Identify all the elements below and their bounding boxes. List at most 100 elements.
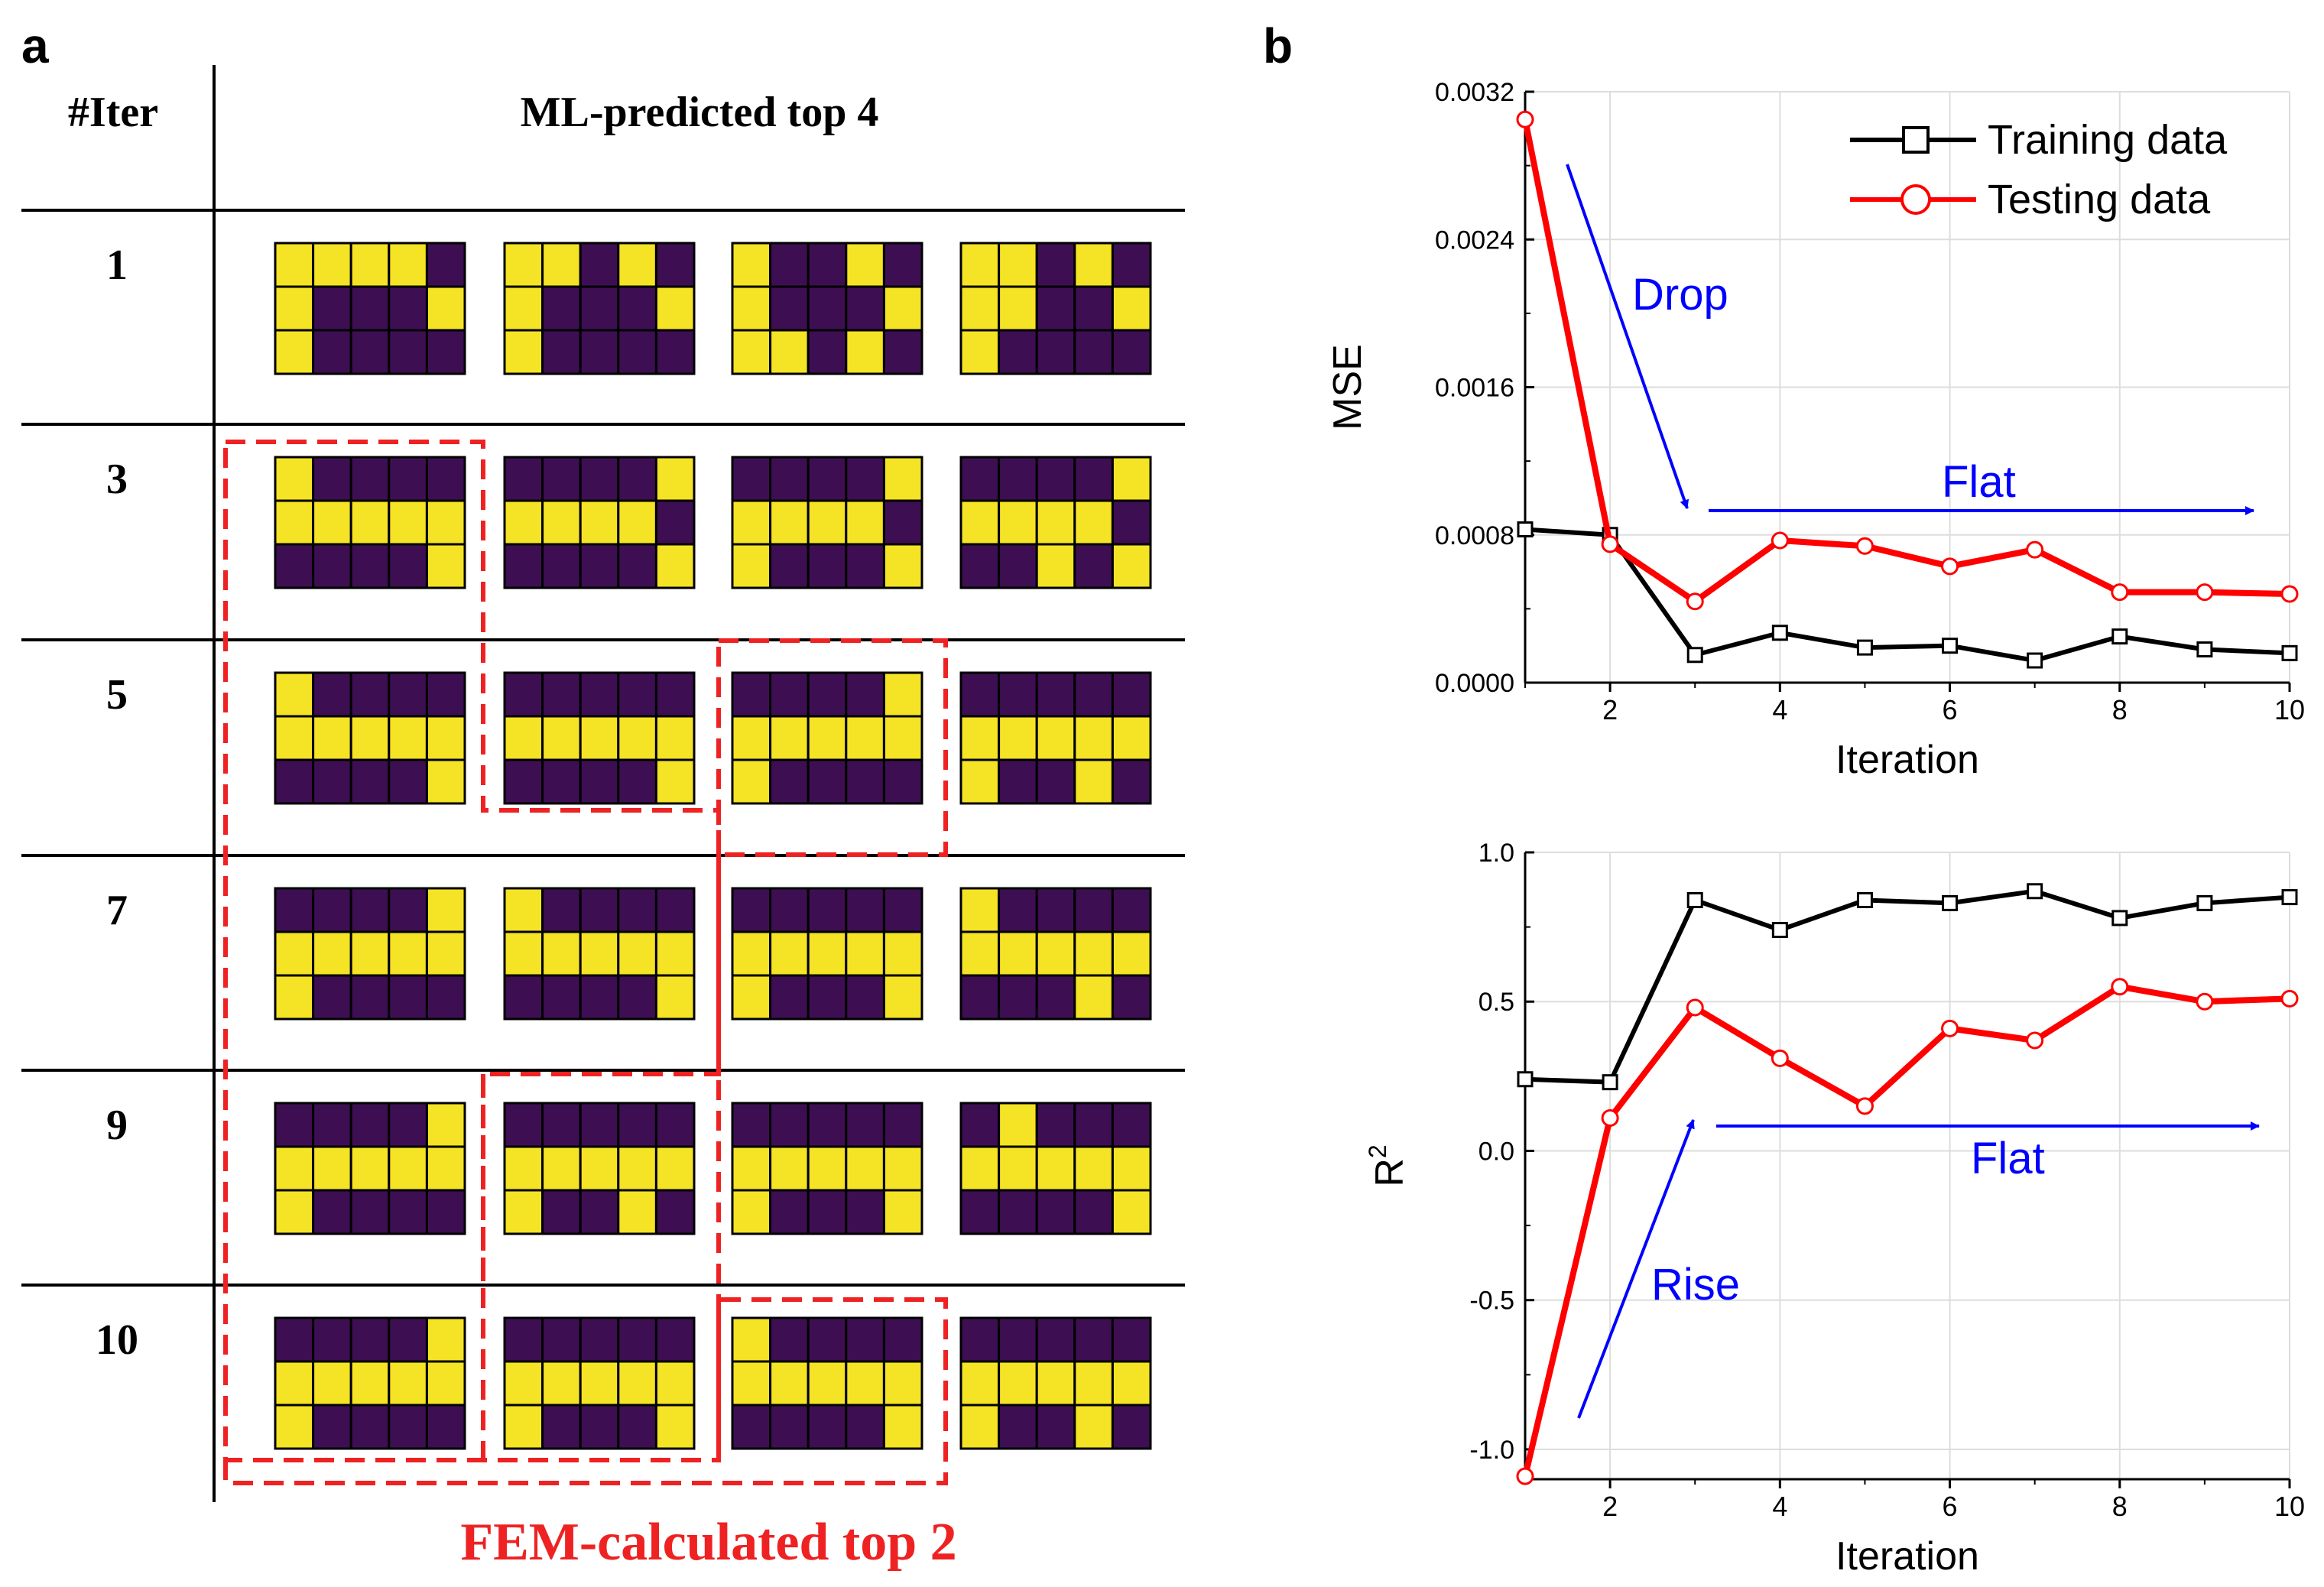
filled-cell bbox=[959, 887, 1001, 933]
empty-cell bbox=[807, 456, 848, 502]
filled-cell bbox=[998, 242, 1038, 288]
empty-cell bbox=[425, 1189, 466, 1235]
filled-cell bbox=[579, 930, 620, 977]
empty-cell bbox=[807, 1316, 848, 1363]
filled-cell bbox=[274, 285, 315, 332]
empty-cell bbox=[807, 974, 848, 1021]
empty-cell bbox=[1035, 758, 1076, 805]
filled-cell bbox=[388, 1145, 428, 1192]
data-point bbox=[1941, 1019, 1959, 1037]
empty-cell bbox=[274, 887, 315, 933]
pattern-block bbox=[503, 887, 696, 1021]
filled-cell bbox=[425, 1316, 466, 1363]
empty-cell bbox=[654, 329, 696, 375]
empty-cell bbox=[425, 456, 466, 502]
filled-cell bbox=[731, 1189, 772, 1235]
filled-cell bbox=[731, 930, 772, 977]
filled-cell bbox=[274, 974, 315, 1021]
empty-cell bbox=[617, 456, 657, 502]
iteration-number: 1 bbox=[106, 242, 128, 289]
filled-cell bbox=[845, 499, 885, 546]
filled-cell bbox=[425, 543, 466, 589]
filled-cell bbox=[388, 1360, 428, 1407]
empty-cell bbox=[959, 671, 1001, 718]
empty-cell bbox=[807, 887, 848, 933]
data-point bbox=[1517, 521, 1534, 538]
legend: Training data Testing data bbox=[1850, 117, 2228, 222]
filled-cell bbox=[1111, 1189, 1152, 1235]
filled-cell bbox=[425, 285, 466, 332]
series bbox=[1516, 978, 2299, 1485]
empty-cell bbox=[1073, 671, 1114, 718]
empty-cell bbox=[579, 242, 620, 288]
filled-cell bbox=[617, 715, 657, 761]
mse-chart: 2 4 6 8 10 0.0000 0.0008 0.0016 0.0024 0.0032 Iter… bbox=[1326, 78, 2305, 782]
pattern-block bbox=[274, 1102, 466, 1235]
empty-cell bbox=[579, 329, 620, 375]
empty-cell bbox=[274, 758, 315, 805]
filled-cell bbox=[882, 1404, 923, 1450]
rise-annotation: Rise bbox=[1651, 1260, 1740, 1310]
filled-cell bbox=[1073, 974, 1114, 1021]
empty-cell bbox=[425, 1404, 466, 1450]
data-point bbox=[2196, 992, 2214, 1011]
filled-cell bbox=[731, 758, 772, 805]
empty-cell bbox=[503, 671, 544, 718]
legend-marker bbox=[1902, 126, 1930, 154]
empty-cell bbox=[579, 1404, 620, 1450]
empty-cell bbox=[425, 329, 466, 375]
empty-cell bbox=[579, 543, 620, 589]
empty-cell bbox=[617, 329, 657, 375]
filled-cell bbox=[807, 1145, 848, 1192]
data-point bbox=[1686, 998, 1704, 1017]
filled-cell bbox=[312, 1360, 352, 1407]
empty-cell bbox=[541, 1189, 582, 1235]
filled-cell bbox=[1073, 715, 1114, 761]
empty-cell bbox=[617, 543, 657, 589]
data-point bbox=[1601, 535, 1619, 553]
filled-cell bbox=[769, 1360, 810, 1407]
filled-cell bbox=[617, 1189, 657, 1235]
pattern-block bbox=[274, 1316, 466, 1450]
empty-cell bbox=[882, 1316, 923, 1363]
y-tick-label: 0.0 bbox=[1478, 1137, 1514, 1166]
filled-cell bbox=[349, 499, 391, 546]
empty-cell bbox=[882, 242, 923, 288]
iteration-row: 10 bbox=[96, 1316, 1152, 1450]
iteration-row: 5 bbox=[106, 671, 1152, 805]
pattern-block bbox=[959, 671, 1152, 805]
y-tick-label: 0.0032 bbox=[1435, 78, 1514, 107]
fem-dashed-outline bbox=[716, 638, 948, 857]
x-tick-label: 10 bbox=[2274, 1491, 2305, 1522]
empty-cell bbox=[388, 1404, 428, 1450]
empty-cell bbox=[1035, 974, 1076, 1021]
filled-cell bbox=[425, 499, 466, 546]
filled-cell bbox=[1111, 715, 1152, 761]
x-tick-label: 8 bbox=[2112, 694, 2128, 725]
iteration-number: 10 bbox=[96, 1316, 138, 1364]
filled-cell bbox=[503, 1189, 544, 1235]
empty-cell bbox=[349, 285, 391, 332]
empty-cell bbox=[654, 887, 696, 933]
empty-cell bbox=[503, 456, 544, 502]
empty-cell bbox=[845, 974, 885, 1021]
pattern-block bbox=[731, 1102, 923, 1235]
empty-cell bbox=[1073, 1102, 1114, 1148]
filled-cell bbox=[541, 1145, 582, 1192]
empty-cell bbox=[617, 1102, 657, 1148]
filled-cell bbox=[425, 887, 466, 933]
data-point bbox=[1941, 557, 1959, 576]
pattern-block bbox=[503, 1102, 696, 1235]
empty-cell bbox=[579, 887, 620, 933]
empty-cell bbox=[1111, 758, 1152, 805]
filled-cell bbox=[1073, 1145, 1114, 1192]
filled-cell bbox=[1035, 543, 1076, 589]
empty-cell bbox=[388, 758, 428, 805]
empty-cell bbox=[312, 974, 352, 1021]
data-point bbox=[1771, 625, 1788, 641]
data-point bbox=[2280, 585, 2299, 603]
empty-cell bbox=[731, 887, 772, 933]
filled-cell bbox=[1035, 499, 1076, 546]
filled-cell bbox=[845, 242, 885, 288]
